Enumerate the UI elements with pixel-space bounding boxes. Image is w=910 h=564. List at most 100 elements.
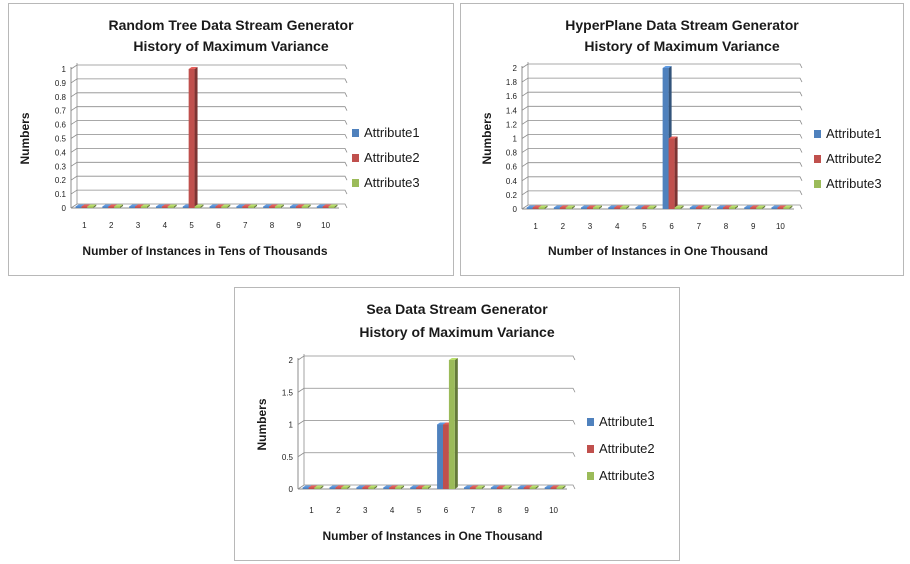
bar-top — [463, 485, 473, 488]
bar-attribute3 — [167, 206, 174, 208]
y-axis-title: Numbers — [18, 112, 32, 164]
gridline — [70, 161, 348, 167]
bar-top — [221, 204, 231, 207]
bar-side — [535, 485, 539, 489]
bar-top — [316, 204, 326, 207]
chart-title: Random Tree Data Stream Generator — [108, 17, 354, 33]
bar-top — [744, 205, 754, 208]
bar-top — [108, 204, 118, 207]
legend-label: Attribute3 — [599, 468, 655, 483]
legend-label: Attribute2 — [826, 151, 882, 166]
y-tick-label: 0.8 — [506, 149, 518, 158]
legend-label: Attribute2 — [599, 441, 655, 456]
bar-top — [248, 204, 258, 207]
bar-side — [280, 204, 284, 208]
bar-attribute2 — [469, 487, 476, 489]
bar-top — [756, 205, 766, 208]
bar-attribute2 — [81, 206, 88, 208]
y-tick-label: 1.6 — [506, 92, 518, 101]
bar-attribute2 — [777, 207, 784, 209]
bar-side — [146, 204, 150, 208]
bar-top — [529, 485, 539, 488]
gridline — [521, 148, 803, 153]
bar-top — [302, 485, 312, 488]
bar-top — [368, 485, 378, 488]
bar-attribute2 — [335, 487, 342, 489]
legend-swatch — [814, 180, 821, 188]
bar-attribute1 — [526, 207, 533, 209]
bar-top — [410, 485, 420, 488]
legend-label: Attribute1 — [826, 126, 882, 141]
bar-attribute3 — [756, 207, 763, 209]
bar-top — [783, 205, 793, 208]
bar-attribute3 — [592, 207, 599, 209]
bar-attribute3 — [701, 207, 708, 209]
bar-top — [383, 485, 393, 488]
bar-attribute3 — [502, 487, 509, 489]
bar-top — [114, 204, 124, 207]
bar-top — [662, 66, 672, 68]
bar-side — [347, 485, 351, 489]
bar-side — [508, 485, 512, 489]
bar-side — [320, 485, 324, 489]
x-tick-label: 7 — [243, 221, 248, 230]
x-tick-label: 4 — [390, 506, 395, 515]
bar-top — [695, 205, 705, 208]
bar-attribute2 — [750, 207, 757, 209]
legend-label: Attribute3 — [364, 175, 420, 190]
bar-attribute3 — [395, 487, 402, 489]
x-tick-label: 6 — [669, 222, 674, 231]
chart-svg: 0 0.5 1 1.5 2 1 2 3 4 5 6 7 8 9 10 Number of Instances … — [255, 354, 655, 543]
x-tick-label: 3 — [136, 221, 141, 230]
bar-attribute3 — [314, 487, 321, 489]
bar-attribute2 — [135, 206, 141, 208]
bar-top — [635, 205, 645, 208]
chart-subtitle: History of Maximum Variance — [359, 324, 555, 340]
legend-swatch — [587, 418, 594, 426]
x-tick-label: 2 — [561, 222, 566, 231]
bar-attribute2 — [550, 487, 557, 489]
y-tick-label: 1.2 — [506, 120, 518, 129]
y-axis-title: Numbers — [255, 398, 269, 450]
bar-attribute1 — [75, 206, 82, 208]
gridline — [521, 63, 803, 69]
bar-attribute3 — [783, 207, 790, 209]
bar-side — [401, 485, 405, 489]
bar-top — [592, 205, 602, 208]
bar-side — [734, 205, 738, 209]
bar-attribute2 — [587, 207, 593, 209]
bar-attribute3 — [565, 207, 572, 209]
legend-swatch — [814, 155, 821, 163]
gridline — [521, 162, 803, 168]
bar-attribute3 — [647, 207, 654, 209]
bar-attribute3 — [341, 487, 348, 489]
bar-side — [227, 204, 231, 208]
bar-attribute3 — [529, 487, 536, 489]
bar-top — [674, 205, 684, 208]
legend-label: Attribute1 — [364, 125, 420, 140]
bar-attribute3 — [274, 206, 281, 208]
bar-attribute1 — [182, 206, 189, 208]
bar-side — [173, 204, 177, 208]
bar-top — [523, 485, 533, 488]
bar-attribute1 — [717, 207, 724, 209]
y-tick-label: 0.9 — [55, 79, 67, 88]
bar-top — [689, 205, 699, 208]
bar-attribute2 — [308, 487, 315, 489]
gridline — [70, 120, 348, 125]
bar-side — [571, 205, 575, 209]
y-tick-label: 1.8 — [506, 78, 518, 87]
bar-side — [598, 205, 602, 209]
bar-attribute3 — [620, 207, 627, 209]
bar-attribute2 — [389, 487, 396, 489]
bar-top — [161, 204, 171, 207]
bar-top — [565, 205, 575, 208]
bar-top — [614, 205, 624, 208]
bar-attribute3 — [422, 487, 428, 489]
bar-attribute2 — [559, 207, 566, 209]
bar-top — [335, 485, 345, 488]
bar-attribute1 — [635, 207, 642, 209]
bar-attribute1 — [383, 487, 390, 489]
x-tick-label: 1 — [533, 222, 538, 231]
bar-top — [194, 204, 204, 207]
